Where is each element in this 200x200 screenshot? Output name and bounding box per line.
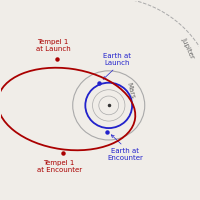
Text: Tempel 1
at Encounter: Tempel 1 at Encounter: [37, 160, 82, 173]
Text: Mars: Mars: [125, 82, 135, 100]
Text: Jupiter: Jupiter: [181, 36, 196, 59]
Text: Earth at
Encounter: Earth at Encounter: [107, 148, 143, 161]
Text: Tempel 1
at Launch: Tempel 1 at Launch: [36, 39, 70, 52]
Text: Earth at
Launch: Earth at Launch: [103, 53, 131, 66]
